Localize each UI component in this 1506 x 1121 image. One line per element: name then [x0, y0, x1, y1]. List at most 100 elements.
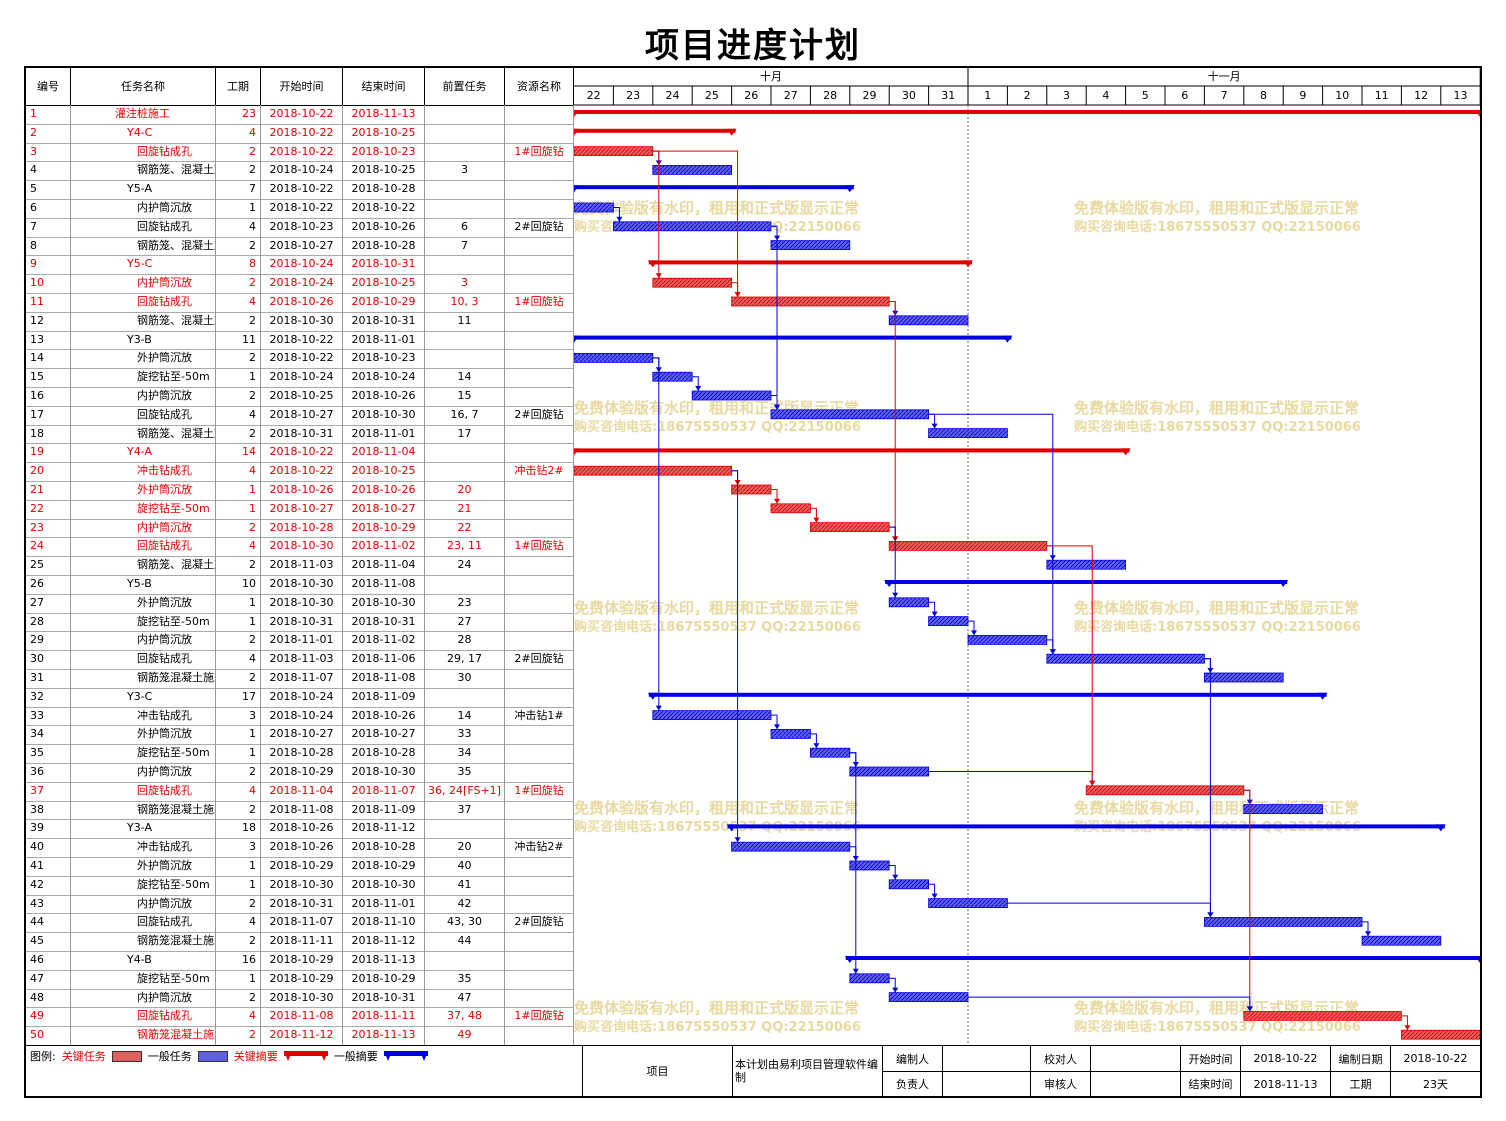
task-predecessor: 23 — [425, 593, 505, 613]
col-id[interactable]: 编号 — [26, 68, 71, 105]
maker-value[interactable] — [943, 1046, 1031, 1072]
table-row[interactable]: 22 旋挖钻至-50m 1 2018-10-27 2018-10-27 21 — [26, 499, 574, 520]
table-row[interactable]: 14 外护筒沉放 2 2018-10-22 2018-10-23 — [26, 349, 574, 370]
task-start: 2018-10-30 — [261, 537, 343, 557]
checker-value[interactable] — [1091, 1046, 1181, 1072]
dependency-link — [1243, 789, 1251, 1012]
watermark-text: 免费体验版有水印，租用和正式版显示正常 — [1074, 399, 1359, 417]
table-row[interactable]: 41 外护筒沉放 1 2018-10-29 2018-10-29 40 — [26, 857, 574, 877]
table-row[interactable]: 7 回旋钻成孔 4 2018-10-23 2018-10-26 6 2#回旋钻 — [26, 217, 574, 238]
day-label: 13 — [1454, 89, 1468, 102]
col-start[interactable]: 开始时间 — [261, 68, 343, 105]
task-name: 钢筋笼、混凝土施工 — [71, 236, 216, 256]
made-date-label: 编制日期 — [1331, 1046, 1391, 1072]
task-name: 回旋钻成孔 — [71, 1007, 216, 1027]
table-row[interactable]: 10 内护筒沉放 2 2018-10-24 2018-10-25 3 — [26, 274, 574, 294]
task-name: 回旋钻成孔 — [71, 781, 216, 801]
owner-value[interactable] — [943, 1072, 1031, 1097]
table-row[interactable]: 23 内护筒沉放 2 2018-10-28 2018-10-29 22 — [26, 518, 574, 539]
table-row[interactable]: 27 外护筒沉放 1 2018-10-30 2018-10-30 23 — [26, 593, 574, 614]
task-id: 40 — [26, 838, 71, 857]
col-resource[interactable]: 资源名称 — [505, 68, 574, 105]
table-row[interactable]: 33 冲击钻成孔 3 2018-10-24 2018-10-26 14 冲击钻1# — [26, 706, 574, 727]
table-row[interactable]: 17 回旋钻成孔 4 2018-10-27 2018-10-30 16, 7 2#回旋钻 — [26, 405, 574, 426]
legend-critical-task-label: 关键任务 — [61, 1050, 106, 1063]
table-row[interactable]: 49 回旋钻成孔 4 2018-11-08 2018-11-11 37, 48 1#回旋钻 — [26, 1007, 574, 1028]
table-row[interactable]: 28 旋挖钻至-50m 1 2018-10-31 2018-10-31 27 — [26, 612, 574, 633]
table-row[interactable]: 20 冲击钻成孔 4 2018-10-22 2018-10-25 冲击钻2# — [26, 462, 574, 482]
table-row[interactable]: 35 旋挖钻至-50m 1 2018-10-28 2018-10-28 34 — [26, 744, 574, 764]
table-row[interactable]: 13 Y3-B 11 2018-10-22 2018-11-01 — [26, 330, 574, 351]
task-id: 9 — [26, 255, 71, 275]
task-bar — [888, 315, 969, 326]
task-start: 2018-10-22 — [261, 443, 343, 463]
table-row[interactable]: 37 回旋钻成孔 4 2018-11-04 2018-11-07 36, 24[FS+1]… — [26, 781, 574, 802]
table-row[interactable]: 3 回旋钻成孔 2 2018-10-22 2018-10-23 1#回旋钻 — [26, 142, 574, 163]
reviewer-value[interactable] — [1091, 1072, 1181, 1097]
task-resource — [505, 481, 574, 500]
table-row[interactable]: 5 Y5-A 7 2018-10-22 2018-10-28 — [26, 180, 574, 200]
table-row[interactable]: 36 内护筒沉放 2 2018-10-29 2018-10-30 35 — [26, 763, 574, 783]
table-row[interactable]: 30 回旋钻成孔 4 2018-11-03 2018-11-06 29, 17 2#回旋钻 — [26, 650, 574, 670]
col-duration[interactable]: 工期 — [216, 68, 261, 105]
table-row[interactable]: 47 旋挖钻至-50m 1 2018-10-29 2018-10-29 35 — [26, 969, 574, 990]
col-predecessor[interactable]: 前置任务 — [425, 68, 505, 105]
legend-normal-summary-label: 一般摘要 — [333, 1050, 378, 1063]
task-start: 2018-11-12 — [261, 1026, 343, 1045]
table-row[interactable]: 15 旋挖钻至-50m 1 2018-10-24 2018-10-24 14 — [26, 368, 574, 388]
title-block: 项目 本计划由易利项目管理软件编制 编制人 校对人 开始时间 2018-10-2… — [582, 1046, 1481, 1097]
table-row[interactable]: 44 回旋钻成孔 4 2018-11-07 2018-11-10 43, 30 2#回旋钻 — [26, 913, 574, 934]
table-row[interactable]: 2 Y4-C 4 2018-10-22 2018-10-25 — [26, 123, 574, 144]
task-id: 25 — [26, 556, 71, 575]
task-end: 2018-10-25 — [343, 161, 425, 181]
table-row[interactable]: 46 Y4-B 16 2018-10-29 2018-11-13 — [26, 951, 574, 971]
task-id: 41 — [26, 857, 71, 876]
task-resource: 2#回旋钻 — [505, 913, 574, 933]
table-row[interactable]: 26 Y5-B 10 2018-10-30 2018-11-08 — [26, 575, 574, 595]
table-row[interactable]: 39 Y3-A 18 2018-10-26 2018-11-12 — [26, 819, 574, 840]
col-end[interactable]: 结束时间 — [343, 68, 425, 105]
summary-end-marker — [726, 128, 737, 136]
table-row[interactable]: 43 内护筒沉放 2 2018-10-31 2018-11-01 42 — [26, 894, 574, 915]
dependency-arrow — [931, 893, 938, 899]
table-row[interactable]: 34 外护筒沉放 1 2018-10-27 2018-10-27 33 — [26, 725, 574, 746]
task-duration: 1 — [216, 368, 261, 387]
task-start: 2018-11-11 — [261, 932, 343, 951]
task-predecessor: 44 — [425, 932, 505, 951]
table-row[interactable]: 6 内护筒沉放 1 2018-10-22 2018-10-22 — [26, 199, 574, 219]
task-end: 2018-11-11 — [343, 1007, 425, 1027]
table-row[interactable]: 48 内护筒沉放 2 2018-10-30 2018-10-31 47 — [26, 988, 574, 1009]
task-duration: 1 — [216, 612, 261, 632]
task-duration: 2 — [216, 1026, 261, 1045]
task-duration: 4 — [216, 123, 261, 143]
table-row[interactable]: 11 回旋钻成孔 4 2018-10-26 2018-10-29 10, 3 1#回旋钻 — [26, 293, 574, 313]
task-start: 2018-10-28 — [261, 518, 343, 538]
table-row[interactable]: 29 内护筒沉放 2 2018-11-01 2018-11-02 28 — [26, 631, 574, 652]
dependency-link — [849, 752, 857, 974]
table-row[interactable]: 32 Y3-C 17 2018-10-24 2018-11-09 — [26, 687, 574, 708]
task-duration: 18 — [216, 819, 261, 839]
table-row[interactable]: 16 内护筒沉放 2 2018-10-25 2018-10-26 15 — [26, 387, 574, 407]
task-start: 2018-10-25 — [261, 387, 343, 406]
table-row[interactable]: 24 回旋钻成孔 4 2018-10-30 2018-11-02 23, 11 1#回旋钻 — [26, 537, 574, 558]
task-resource — [505, 255, 574, 275]
table-row[interactable]: 19 Y4-A 14 2018-10-22 2018-11-04 — [26, 443, 574, 464]
task-duration: 2 — [216, 763, 261, 782]
task-duration: 2 — [216, 274, 261, 293]
table-row[interactable]: 1 灌注桩施工 23 2018-10-22 2018-11-13 — [26, 105, 574, 125]
table-row[interactable]: 9 Y5-C 8 2018-10-24 2018-10-31 — [26, 255, 574, 276]
task-predecessor: 41 — [425, 875, 505, 895]
table-row[interactable]: 42 旋挖钻至-50m 1 2018-10-30 2018-10-30 41 — [26, 875, 574, 896]
table-row[interactable]: 21 外护筒沉放 1 2018-10-26 2018-10-26 20 — [26, 481, 574, 501]
col-name[interactable]: 任务名称 — [71, 68, 216, 105]
table-row[interactable]: 40 冲击钻成孔 3 2018-10-26 2018-10-28 20 冲击钻2# — [26, 838, 574, 858]
